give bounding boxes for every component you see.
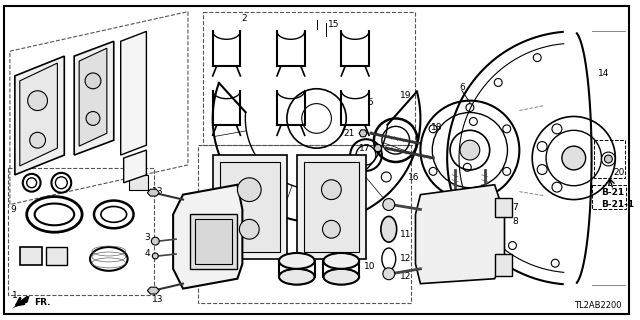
Circle shape <box>239 219 259 239</box>
Text: 3: 3 <box>145 233 150 242</box>
Bar <box>8 168 154 294</box>
Bar <box>593 140 625 178</box>
Polygon shape <box>74 41 114 155</box>
Text: TL2AB2200: TL2AB2200 <box>574 301 621 310</box>
Text: 17: 17 <box>358 144 370 153</box>
Circle shape <box>323 220 340 238</box>
Polygon shape <box>359 130 367 137</box>
Text: 16: 16 <box>408 173 419 182</box>
Text: B-21: B-21 <box>602 188 625 197</box>
Text: 7: 7 <box>513 203 518 212</box>
Polygon shape <box>173 185 243 289</box>
Ellipse shape <box>279 253 315 269</box>
Circle shape <box>460 140 480 160</box>
Ellipse shape <box>381 216 397 242</box>
Text: 13: 13 <box>152 187 163 196</box>
Circle shape <box>237 178 261 202</box>
Text: 14: 14 <box>598 69 609 78</box>
Text: 21: 21 <box>344 129 355 138</box>
Circle shape <box>86 112 100 125</box>
Bar <box>495 254 513 276</box>
Bar <box>129 175 148 190</box>
Text: 10: 10 <box>364 262 376 271</box>
Text: 4: 4 <box>145 250 150 259</box>
Polygon shape <box>297 155 366 259</box>
Text: 20: 20 <box>613 168 625 177</box>
Circle shape <box>321 180 341 200</box>
Polygon shape <box>124 150 147 183</box>
Text: 9: 9 <box>10 204 15 213</box>
Text: B-21-1: B-21-1 <box>602 200 635 209</box>
Ellipse shape <box>323 253 359 269</box>
Circle shape <box>562 146 586 170</box>
Text: 18: 18 <box>431 124 442 132</box>
Bar <box>45 247 67 265</box>
Polygon shape <box>415 185 504 284</box>
Polygon shape <box>79 48 107 146</box>
Text: 15: 15 <box>328 20 340 28</box>
Circle shape <box>29 132 45 148</box>
Text: 12: 12 <box>399 254 411 263</box>
Circle shape <box>28 91 47 110</box>
Text: 5: 5 <box>367 98 373 107</box>
Polygon shape <box>20 63 58 166</box>
Circle shape <box>604 155 612 163</box>
Text: FR.: FR. <box>34 298 50 307</box>
Circle shape <box>152 253 158 259</box>
Circle shape <box>383 199 395 211</box>
Bar <box>591 185 626 210</box>
Ellipse shape <box>323 269 359 285</box>
Polygon shape <box>15 56 64 175</box>
Bar <box>20 247 42 265</box>
Text: 11: 11 <box>399 230 411 239</box>
Circle shape <box>151 237 159 245</box>
Text: 19: 19 <box>400 91 412 100</box>
Text: 12: 12 <box>399 272 411 281</box>
Text: 13: 13 <box>152 294 163 304</box>
Bar <box>190 214 237 269</box>
Polygon shape <box>147 189 159 196</box>
Circle shape <box>85 73 101 89</box>
Ellipse shape <box>279 269 315 285</box>
Bar <box>495 197 513 217</box>
Text: 8: 8 <box>513 217 518 226</box>
Polygon shape <box>12 296 29 308</box>
Polygon shape <box>147 287 159 294</box>
Polygon shape <box>212 155 287 259</box>
Polygon shape <box>374 145 382 152</box>
Text: 1: 1 <box>12 291 18 300</box>
Circle shape <box>383 268 395 280</box>
Polygon shape <box>304 162 359 252</box>
Text: 2: 2 <box>241 13 247 23</box>
Polygon shape <box>220 162 280 252</box>
Bar <box>195 219 232 264</box>
Text: 6: 6 <box>459 83 465 92</box>
Polygon shape <box>121 31 147 155</box>
